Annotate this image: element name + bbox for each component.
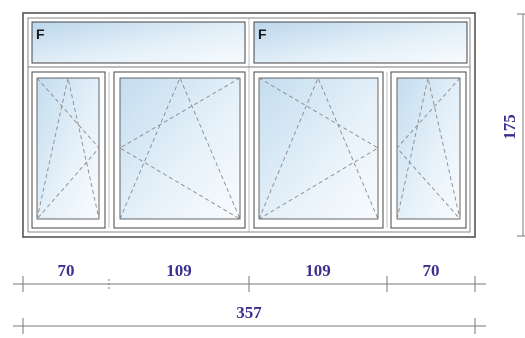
fixed-label: F bbox=[36, 26, 45, 42]
height-label: 175 bbox=[500, 114, 519, 140]
sash-4 bbox=[390, 71, 467, 229]
sash-1 bbox=[31, 71, 106, 229]
height-dimension: 175 bbox=[500, 13, 525, 237]
total-width-label: 357 bbox=[236, 303, 262, 322]
width-label-3: 109 bbox=[305, 261, 331, 280]
fixed-label: F bbox=[258, 26, 267, 42]
transom-right: F bbox=[253, 21, 468, 64]
width-dimension-segments: 70 109 109 70 bbox=[13, 261, 486, 292]
opening-symbol bbox=[258, 76, 379, 220]
width-label-1: 70 bbox=[58, 261, 75, 280]
opening-symbol bbox=[396, 77, 461, 220]
width-dimension-total: 357 bbox=[13, 303, 486, 334]
sash-2 bbox=[113, 71, 246, 229]
opening-symbol bbox=[119, 76, 241, 220]
transom-left: F bbox=[31, 21, 246, 64]
opening-symbol bbox=[36, 77, 100, 220]
width-label-4: 70 bbox=[423, 261, 440, 280]
sash-3 bbox=[253, 71, 384, 229]
width-label-2: 109 bbox=[166, 261, 192, 280]
